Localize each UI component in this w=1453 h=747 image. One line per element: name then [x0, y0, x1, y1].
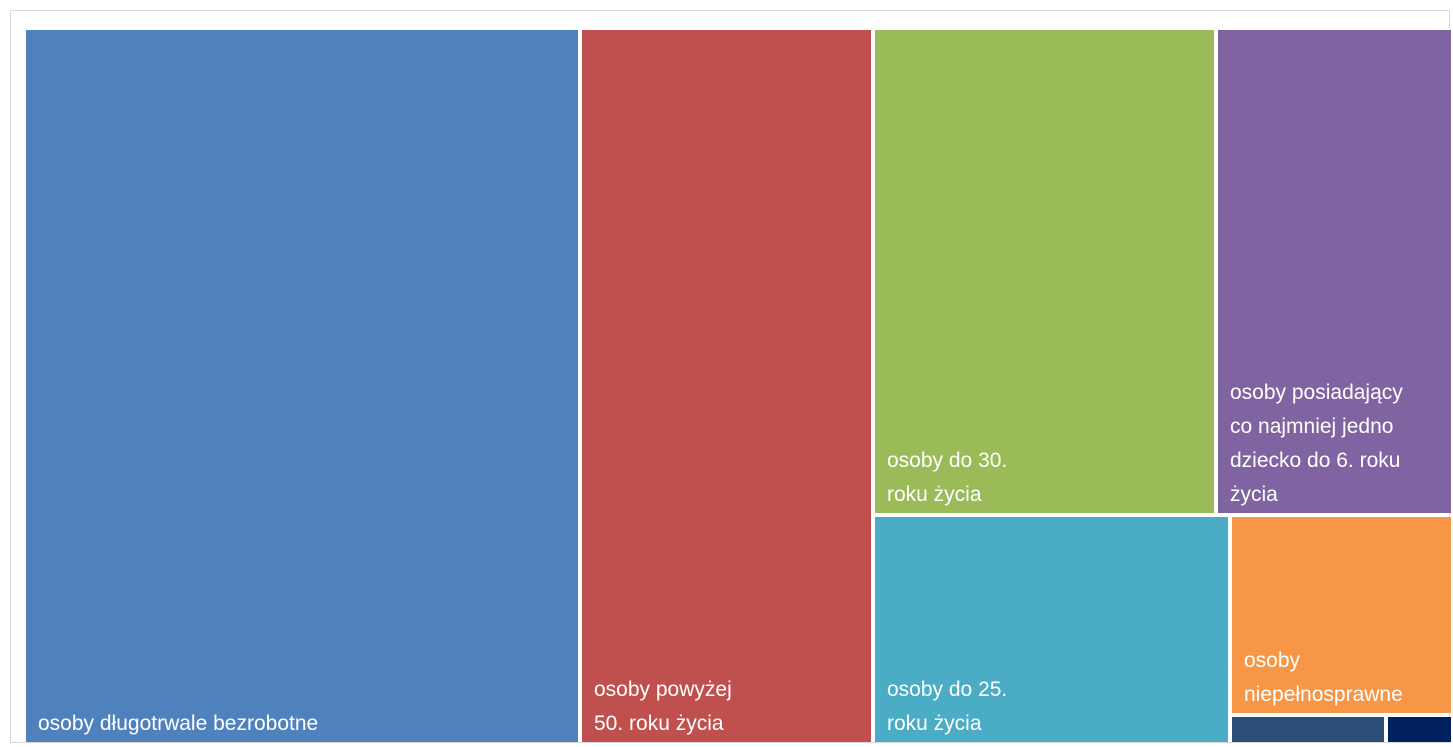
- tile-label-osoby-powyzej-50-roku-zycia-line-2: 50. roku życia: [594, 712, 724, 735]
- treemap-chart: osoby długotrwale bezrobotne osoby powyże…: [26, 30, 1451, 742]
- tile-label-osoby-do-30-roku-zycia-line-2: roku życia: [887, 483, 982, 506]
- tile-small-segment-7: [1232, 717, 1384, 742]
- tile-label-osoby-powyzej-50-roku-zycia-line-1: osoby powyżej: [594, 678, 732, 701]
- tile-label-osoby-posiadajacy-co-najmniej-jedno-dziecko-do-6-roku-zycia-line-4: życia: [1230, 483, 1278, 506]
- tile-label-osoby-niepelnosprawne-line-2: niepełnosprawne: [1244, 683, 1403, 706]
- tile-label-osoby-posiadajacy-co-najmniej-jedno-dziecko-do-6-roku-zycia-line-1: osoby posiadający: [1230, 381, 1403, 404]
- tile-rect-osoby-do-25-roku-zycia: [875, 517, 1228, 742]
- tile-osoby-powyzej-50-roku-zycia: osoby powyżej 50. roku życia: [582, 30, 871, 742]
- tile-label-osoby-do-25-roku-zycia-line-1: osoby do 25.: [887, 678, 1007, 701]
- tile-rect-osoby-do-30-roku-zycia: [875, 30, 1214, 513]
- tile-label-osoby-do-30-roku-zycia-line-1: osoby do 30.: [887, 449, 1007, 472]
- tile-label-osoby-posiadajacy-co-najmniej-jedno-dziecko-do-6-roku-zycia-line-3: dziecko do 6. roku: [1230, 449, 1400, 472]
- tile-rect-osoby-posiadajacy-co-najmniej-jedno-dziecko-do-6-roku-zycia: [1218, 30, 1451, 513]
- tile-rect-small-segment-8: [1388, 717, 1451, 742]
- tile-osoby-dlugotrwale-bezrobotne: osoby długotrwale bezrobotne: [26, 30, 578, 742]
- tile-small-segment-8: [1388, 717, 1451, 742]
- tile-osoby-posiadajacy-co-najmniej-jedno-dziecko-do-6-roku-zycia: osoby posiadający co najmniej jedno dzieck…: [1218, 30, 1451, 513]
- chart-frame: osoby długotrwale bezrobotne osoby powyże…: [10, 10, 1451, 743]
- tile-osoby-do-30-roku-zycia: osoby do 30. roku życia: [875, 30, 1214, 513]
- tile-label-osoby-niepelnosprawne-line-1: osoby: [1244, 649, 1301, 672]
- tile-rect-osoby-niepelnosprawne: [1232, 517, 1451, 713]
- tile-rect-osoby-dlugotrwale-bezrobotne: [26, 30, 578, 742]
- tile-rect-osoby-powyzej-50-roku-zycia: [582, 30, 871, 742]
- tile-label-osoby-posiadajacy-co-najmniej-jedno-dziecko-do-6-roku-zycia-line-2: co najmniej jedno: [1230, 415, 1393, 438]
- tile-label-osoby-dlugotrwale-bezrobotne-line-1: osoby długotrwale bezrobotne: [38, 712, 318, 735]
- tile-osoby-niepelnosprawne: osoby niepełnosprawne: [1232, 517, 1451, 713]
- tile-rect-small-segment-7: [1232, 717, 1384, 742]
- tile-label-osoby-do-25-roku-zycia-line-2: roku życia: [887, 712, 982, 735]
- tile-osoby-do-25-roku-zycia: osoby do 25. roku życia: [875, 517, 1228, 742]
